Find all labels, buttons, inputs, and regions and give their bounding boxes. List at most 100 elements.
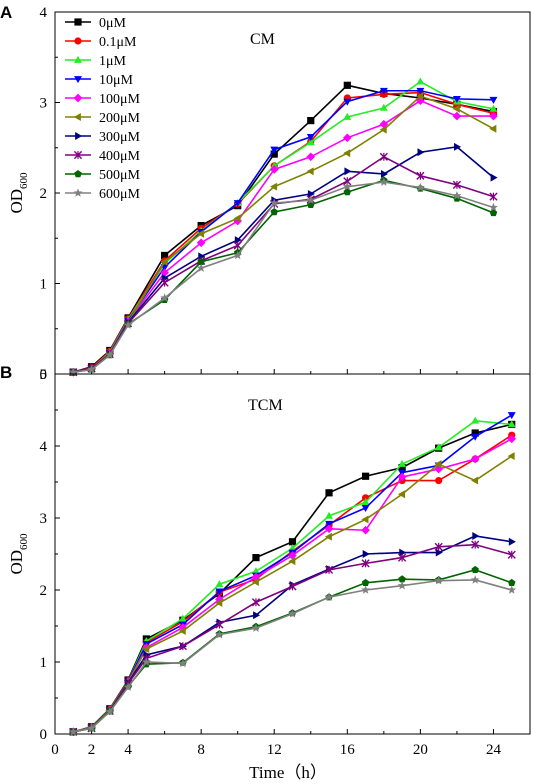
series-9 [68,177,498,376]
series-8 [69,565,516,736]
data-point [215,599,223,607]
data-point [251,578,259,587]
y-tick-label: 5 [40,367,48,383]
legend-label: 0μM [99,16,127,31]
legend-item: 300μM [65,130,141,145]
legend-marker [74,170,82,178]
data-point [507,434,517,444]
data-point [178,642,187,651]
x-tick-label: 24 [486,742,502,758]
data-point [472,532,480,540]
legend-item: 0.1μM [65,35,137,50]
data-point [307,189,315,198]
data-point [288,551,297,560]
data-point [141,657,151,666]
series-7 [69,540,516,736]
panel-a-yticks: 0 1 2 3 4 [40,5,60,383]
data-point [68,367,78,376]
data-point [508,537,516,546]
data-point [379,103,388,111]
data-point [507,585,517,594]
panel-b-xlabel: Time（h） [249,763,327,782]
data-point [507,420,516,428]
data-point [270,208,278,216]
legend-item: 200μM [65,111,141,126]
panel-b-ylabel-main: OD [7,550,26,575]
legend-marker [75,132,83,140]
series-line [73,181,494,373]
data-point [452,180,462,189]
y-tick-label: 2 [40,583,48,599]
data-point [489,96,498,104]
data-point [270,146,279,154]
data-point [68,727,78,736]
data-point [233,200,242,208]
data-point [160,293,170,302]
data-point [415,182,425,192]
data-point [361,559,370,568]
data-point [398,459,407,467]
data-point [490,173,498,182]
data-point [306,138,315,146]
legend-label: 100μM [99,92,141,107]
y-tick-label: 1 [40,277,48,293]
data-point [434,542,443,551]
data-point [197,229,205,238]
data-point [435,548,443,557]
data-point [306,152,316,162]
data-point [233,241,242,250]
data-point [306,134,315,142]
data-point [215,580,224,588]
data-point [325,511,333,519]
data-point [343,112,352,120]
data-point [123,320,133,329]
series-line [73,535,512,733]
panel-a-ylabel-main: OD [7,189,26,214]
data-point [489,104,498,112]
x-tick-label: 20 [413,742,428,758]
data-point [324,524,334,534]
panel-b-letter: B [0,363,12,382]
data-point [215,595,224,604]
data-point [343,81,351,89]
data-point [470,575,480,584]
legend-item: 400μM [65,149,141,164]
data-point [507,578,516,586]
data-point [379,177,389,186]
data-point [399,548,407,557]
x-tick-label: 2 [88,742,96,758]
data-point [452,104,460,113]
data-point [307,117,315,125]
panel-a-xticks [54,369,494,374]
data-point [361,525,370,535]
panel-b-ylabel-sub: 600 [18,533,30,550]
series-5 [69,452,515,736]
legend-marker [74,18,82,26]
panel-a-ylabel: OD600 [7,172,30,214]
panel-b-title: TCM [248,397,283,414]
data-point [161,274,169,283]
data-point [471,429,479,437]
x-tick-label: 12 [267,742,282,758]
y-tick-label: 3 [40,96,48,112]
data-point [87,723,96,733]
data-point [435,476,443,485]
data-point [197,257,205,265]
legend-marker [73,113,81,121]
legend-item: 500μM [65,168,141,183]
data-point [105,707,115,716]
legend-marker [73,188,83,197]
data-point [178,658,188,668]
data-point [507,412,516,420]
legend-label: 0.1μM [99,35,137,50]
data-point [361,515,369,524]
data-point [471,416,480,424]
legend-marker [74,37,82,45]
data-point [452,96,461,104]
panel-a-letter: A [0,3,12,22]
x-tick-label: 8 [197,742,205,758]
x-tick-label: 0 [51,742,59,758]
legend-item: 1μM [65,54,127,69]
data-point [416,96,425,106]
data-point [361,578,370,586]
